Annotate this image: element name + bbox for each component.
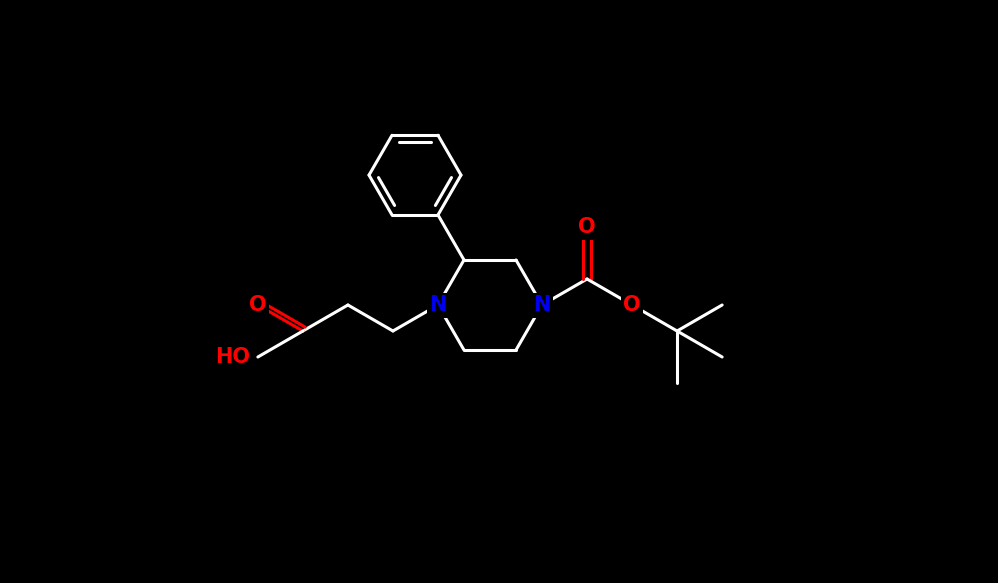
Text: N: N <box>533 295 551 315</box>
Text: O: O <box>578 217 596 237</box>
Text: HO: HO <box>215 347 250 367</box>
Text: N: N <box>429 295 447 315</box>
Text: O: O <box>624 295 641 315</box>
Text: O: O <box>250 295 266 315</box>
